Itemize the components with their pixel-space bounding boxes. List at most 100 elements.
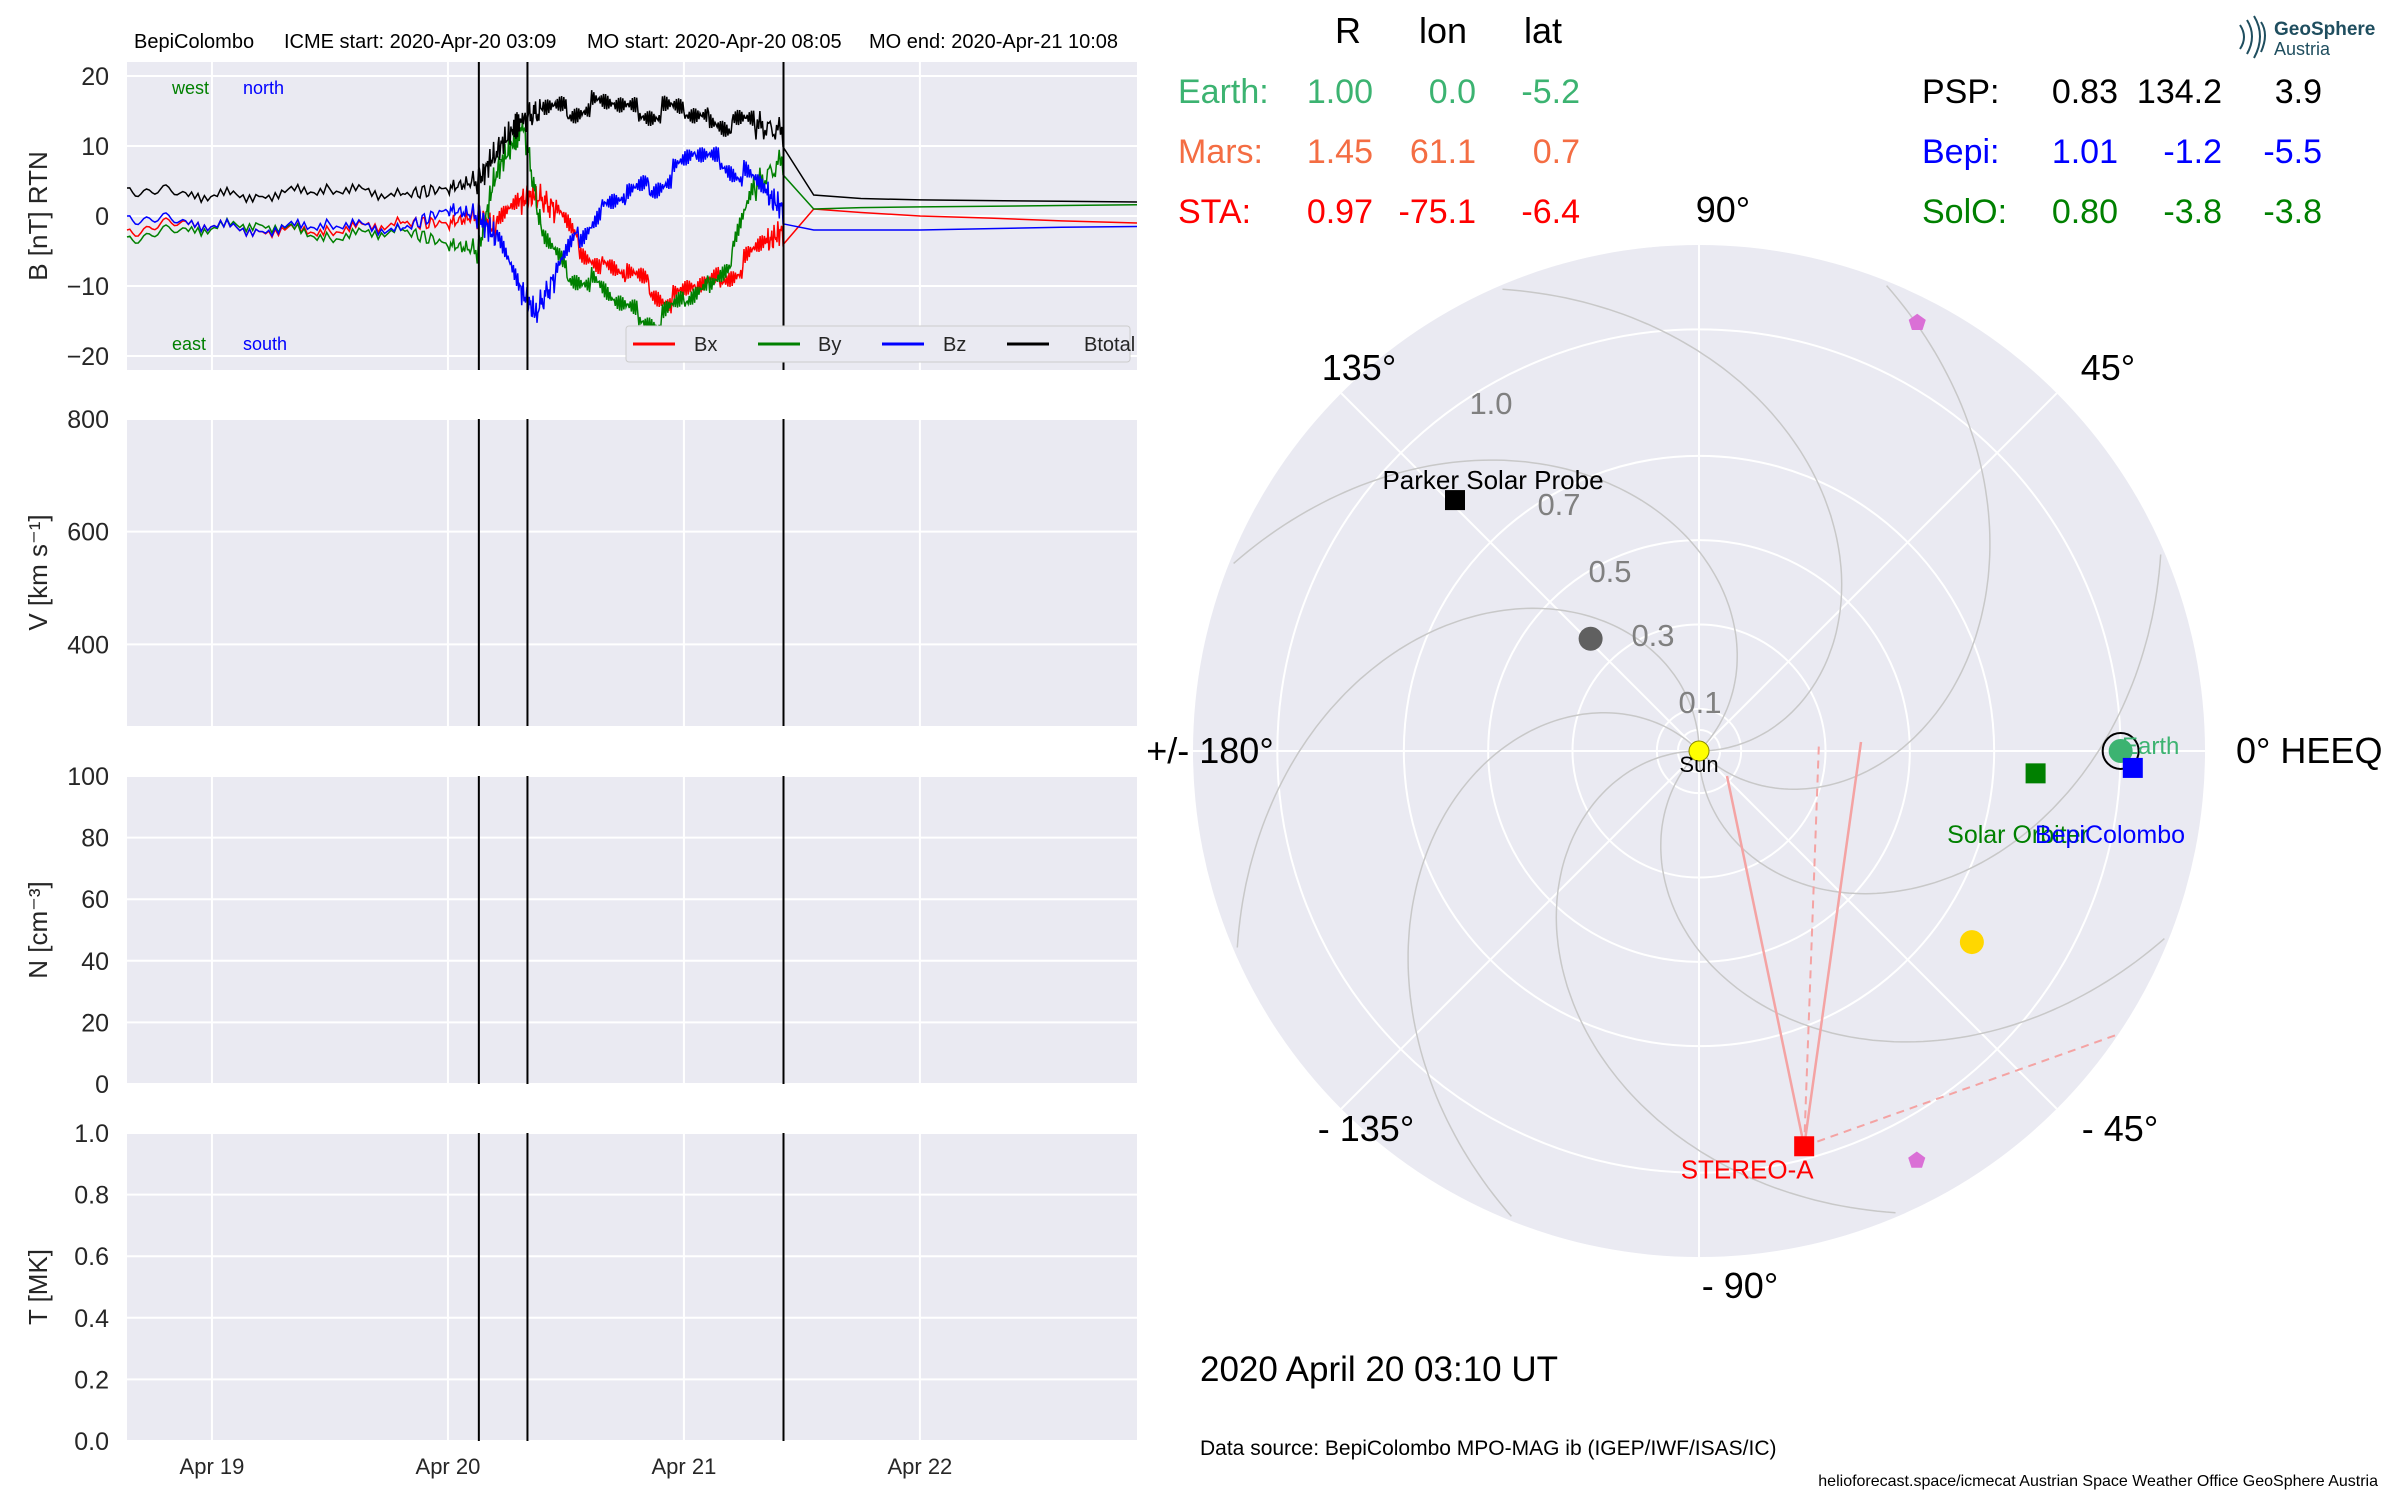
position-lon: 134.2: [2137, 73, 2222, 111]
y-tick-label: 0.6: [74, 1243, 109, 1271]
header-mo-start: MO start: 2020-Apr-20 08:05: [587, 31, 842, 53]
y-axis-label: N [cm⁻³]: [23, 881, 53, 979]
legend-label-btotal: Btotal: [1084, 334, 1135, 356]
parker-spiral: [1555, 750, 1896, 1214]
position-r: 0.97: [1307, 193, 1373, 231]
position-lon: 0.0: [1429, 73, 1476, 111]
parker-spiral: [1660, 756, 2165, 1043]
position-lon: -3.8: [2163, 193, 2222, 231]
panel-background: [127, 776, 1137, 1084]
sta-fov-line: [1725, 775, 1806, 1147]
legend-box: [625, 325, 1131, 363]
footer: helioforecast.space/icmecat Austrian Spa…: [1818, 1473, 2378, 1490]
panel-4: 1.0 0.8 0.6 0.4 0.2 0.0 T [MK]: [23, 1120, 1137, 1456]
parker-spiral: [1236, 607, 1700, 948]
r-tick-label: 1.0: [1469, 386, 1512, 421]
y-tick-label: 0.4: [74, 1305, 109, 1333]
sta-fov-line: [1802, 741, 1863, 1147]
time-series-panels: 20 100 −10 −20 B [nT] RTN 80 0 60 0 400 V [km s⁻¹]…: [23, 62, 1138, 1479]
angle-label: - 135°: [1318, 1108, 1414, 1149]
position-name: SolO:: [1922, 193, 2007, 231]
r-tick-label: 0.5: [1588, 554, 1631, 589]
panel-background: [127, 419, 1137, 726]
label-bepicolombo: BepiColombo: [2035, 821, 2185, 849]
series-btotal: [126, 90, 1138, 205]
label-earth: Earth: [2122, 733, 2179, 760]
body-unlabeled: [1578, 626, 1603, 651]
positions-header-lat: lat: [1524, 10, 1562, 51]
body-unlabeled: [1908, 313, 1926, 330]
position-r: 1.00: [1307, 73, 1373, 111]
body-parker-solar-probe: [1445, 490, 1466, 511]
polar-grid-radial: [1698, 392, 2058, 752]
positions-header-r: R: [1335, 10, 1361, 51]
panel-2: 800 600 400 V [km s⁻¹]: [23, 406, 1137, 726]
position-lat: -3.8: [2263, 193, 2322, 231]
header-spacecraft: BepiColombo: [134, 31, 254, 53]
angle-label: 0° HEEQ: [2236, 730, 2382, 771]
series-bx: [126, 181, 1138, 314]
r-tick-label: 0.3: [1631, 618, 1674, 653]
earth-orbit-ring: [2101, 732, 2140, 770]
label-solar-orbiter: Solar Orbiter: [1947, 821, 2089, 849]
parker-spiral: [1233, 459, 1738, 746]
y-axis-label: V [km s⁻¹]: [23, 514, 53, 630]
angle-label: - 90°: [1702, 1265, 1778, 1306]
series-bz: [126, 146, 1138, 323]
sta-fov-line-dashed: [1803, 740, 1820, 1147]
angle-label: 45°: [2081, 347, 2135, 388]
x-tick-label: Apr 21: [652, 1454, 717, 1479]
y-tick-label: 20: [81, 1009, 109, 1037]
y-tick-label: 400: [67, 631, 109, 659]
position-lon: 61.1: [1410, 133, 1476, 171]
annotation-west: west: [171, 78, 209, 98]
y-tick-label: 0: [95, 203, 109, 231]
y-tick-label: 0: [95, 1071, 109, 1099]
position-r: 1.01: [2052, 133, 2118, 171]
positions-header-lon: lon: [1419, 10, 1467, 51]
y-tick-label: 60: [81, 886, 109, 914]
x-tick-label: Apr 22: [887, 1454, 952, 1479]
logo-line2: Austria: [2274, 39, 2331, 59]
geosphere-logo-icon: [2239, 15, 2266, 59]
y-tick-label: −20: [67, 343, 109, 371]
legend-label-bz: Bz: [943, 334, 966, 356]
r-tick-label: 0.1: [1678, 685, 1721, 720]
annotation-north: north: [243, 78, 284, 98]
polar-grid-radial: [1340, 392, 1700, 752]
y-tick-label: 1.0: [74, 1120, 109, 1148]
y-tick-label: 80: [81, 825, 109, 853]
y-tick-label: −10: [67, 273, 109, 301]
y-tick-label: 0.2: [74, 1366, 109, 1394]
legend-label-by: By: [818, 334, 841, 356]
body-sun: [1688, 740, 1710, 762]
position-lon: -75.1: [1399, 193, 1477, 231]
position-name: Mars:: [1178, 133, 1263, 171]
polar-grid-radial: [1340, 750, 1700, 1110]
parker-spiral: [1704, 285, 1991, 790]
position-name: PSP:: [1922, 73, 1999, 111]
y-tick-label: 20: [81, 63, 109, 91]
position-lat: -5.5: [2263, 133, 2322, 171]
logo-line1: GeoSphere: [2274, 19, 2375, 40]
position-r: 0.83: [2052, 73, 2118, 111]
annotation-east: east: [172, 334, 206, 354]
y-tick-label: 100: [67, 763, 109, 791]
body-stereo-a: [1794, 1136, 1815, 1157]
legend: Bx By Bz Btotal: [625, 325, 1135, 363]
body-earth: [2108, 739, 2133, 763]
annotation-south: south: [243, 334, 287, 354]
panel-3: 100 80 60 40 20 0 N [cm⁻³]: [23, 763, 1137, 1099]
position-r: 1.45: [1307, 133, 1373, 171]
position-name: STA:: [1178, 193, 1251, 231]
polar-plot: 1.0 0.70.50.30.1 0° HEEQ 45° 90° 135° +/- 180°…: [1146, 189, 2382, 1306]
y-tick-label: 10: [81, 133, 109, 161]
y-axis-label: B [nT] RTN: [23, 151, 53, 281]
y-tick-label: 0.8: [74, 1182, 109, 1210]
position-name: Bepi:: [1922, 133, 2000, 171]
panel-background: [127, 1133, 1137, 1441]
r-tick-label: 0.7: [1537, 487, 1580, 522]
geosphere-logo: GeoSphere Austria: [2239, 15, 2375, 59]
position-r: 0.80: [2052, 193, 2118, 231]
